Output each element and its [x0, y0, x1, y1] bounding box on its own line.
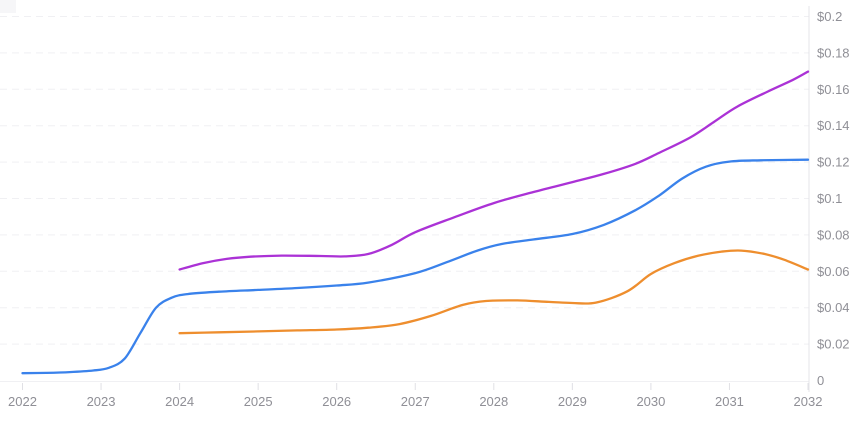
- x-axis-label: 2031: [715, 394, 744, 409]
- y-axis-label: $0.18: [817, 45, 850, 60]
- y-axis-label: $0.16: [817, 82, 850, 97]
- x-axis-label: 2032: [794, 394, 823, 409]
- x-axis-label: 2029: [558, 394, 587, 409]
- y-axis-label: $0.08: [817, 227, 850, 242]
- y-axis-label: $0.02: [817, 337, 850, 352]
- y-axis-label: 0: [817, 373, 824, 388]
- series-orange-line[interactable]: [178, 249, 810, 335]
- y-axis-label: $0.12: [817, 155, 850, 170]
- series-purple-line[interactable]: [178, 70, 810, 271]
- x-axis-label: 2023: [87, 394, 116, 409]
- x-axis-label: 2030: [636, 394, 665, 409]
- x-axis-label: 2027: [401, 394, 430, 409]
- y-axis-label: $0.2: [817, 9, 842, 24]
- x-axis-label: 2028: [479, 394, 508, 409]
- x-axis-label: 2026: [322, 394, 351, 409]
- top-left-corner-artifact: [0, 0, 16, 13]
- x-axis-label: 2022: [8, 394, 37, 409]
- x-axis-label: 2025: [244, 394, 273, 409]
- series-blue-line[interactable]: [21, 158, 810, 375]
- y-axis-label: $0.06: [817, 264, 850, 279]
- y-axis-label: $0.04: [817, 300, 850, 315]
- y-axis-label: $0.1: [817, 191, 842, 206]
- y-axis-label: $0.14: [817, 118, 850, 133]
- x-axis-label: 2024: [165, 394, 194, 409]
